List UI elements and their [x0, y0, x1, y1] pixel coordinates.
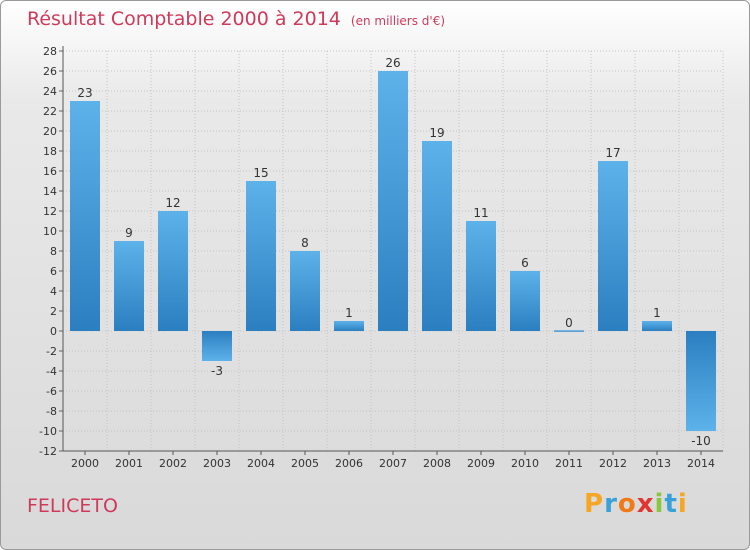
- logo-letter: x: [636, 489, 655, 519]
- chart-title-unit: (en milliers d'€): [350, 14, 446, 28]
- data-label: -10: [691, 434, 711, 448]
- y-tick-label: 20: [43, 125, 57, 138]
- x-tick-label: 2000: [71, 457, 99, 470]
- y-tick-label: 16: [43, 165, 57, 178]
- data-label: 12: [165, 196, 180, 210]
- bar: [114, 241, 144, 331]
- y-tick-label: -8: [46, 405, 57, 418]
- data-label: 23: [77, 86, 92, 100]
- bar: [686, 331, 716, 431]
- y-tick-label: -12: [39, 445, 57, 458]
- y-tick-label: 6: [50, 265, 57, 278]
- x-tick-label: 2006: [335, 457, 363, 470]
- logo-letter: t: [664, 489, 678, 519]
- data-label: 26: [385, 56, 400, 70]
- x-tick-label: 2011: [555, 457, 583, 470]
- bar: [598, 161, 628, 331]
- bar: [246, 181, 276, 331]
- bar: [510, 271, 540, 331]
- bar: [70, 101, 100, 331]
- bar: [334, 321, 364, 331]
- x-tick-label: 2005: [291, 457, 319, 470]
- bar: [642, 321, 672, 331]
- data-label: 0: [565, 316, 573, 330]
- y-tick-label: -10: [39, 425, 57, 438]
- data-label: 9: [125, 226, 133, 240]
- bar: [466, 221, 496, 331]
- y-tick-label: 4: [50, 285, 57, 298]
- x-tick-label: 2010: [511, 457, 539, 470]
- data-label: 6: [521, 256, 529, 270]
- y-tick-label: 2: [50, 305, 57, 318]
- chart-title-main: Résultat Comptable 2000 à 2014: [27, 8, 341, 30]
- bar: [554, 330, 584, 332]
- x-tick-label: 2014: [687, 457, 715, 470]
- x-tick-label: 2008: [423, 457, 451, 470]
- data-label: 19: [429, 126, 444, 140]
- y-tick-label: 12: [43, 205, 57, 218]
- data-label: 15: [253, 166, 268, 180]
- city-name: FELICETO: [27, 495, 118, 517]
- x-tick-label: 2007: [379, 457, 407, 470]
- x-tick-label: 2009: [467, 457, 495, 470]
- bar: [290, 251, 320, 331]
- bar: [202, 331, 232, 361]
- logo-letter: P: [584, 489, 605, 519]
- data-label: -3: [211, 364, 223, 378]
- data-label: 1: [345, 306, 353, 320]
- y-tick-label: -4: [46, 365, 57, 378]
- chart-title: Résultat Comptable 2000 à 2014 (en millie…: [27, 8, 445, 30]
- x-tick-label: 2003: [203, 457, 231, 470]
- y-tick-label: 22: [43, 105, 57, 118]
- x-tick-label: 2012: [599, 457, 627, 470]
- x-tick-label: 2002: [159, 457, 187, 470]
- y-tick-label: 18: [43, 145, 57, 158]
- bar: [158, 211, 188, 331]
- y-tick-label: 8: [50, 245, 57, 258]
- data-label: 8: [301, 236, 309, 250]
- data-label: 11: [473, 206, 488, 220]
- y-tick-label: 14: [43, 185, 57, 198]
- y-tick-label: -6: [46, 385, 57, 398]
- proxiti-logo[interactable]: Proxiti: [584, 489, 688, 519]
- y-tick-label: 26: [43, 65, 57, 78]
- x-tick-label: 2001: [115, 457, 143, 470]
- logo-letter: o: [617, 489, 637, 519]
- x-tick-label: 2013: [643, 457, 671, 470]
- data-label: 1: [653, 306, 661, 320]
- y-tick-label: 0: [50, 325, 57, 338]
- bar: [422, 141, 452, 331]
- logo-letter: r: [604, 489, 618, 519]
- y-tick-label: 24: [43, 85, 57, 98]
- y-tick-label: -2: [46, 345, 57, 358]
- bar: [378, 71, 408, 331]
- y-tick-label: 10: [43, 225, 57, 238]
- x-tick-label: 2004: [247, 457, 275, 470]
- logo-letter: i: [654, 489, 665, 519]
- data-label: 17: [605, 146, 620, 160]
- y-tick-label: 28: [43, 45, 57, 58]
- logo-letter: i: [677, 489, 688, 519]
